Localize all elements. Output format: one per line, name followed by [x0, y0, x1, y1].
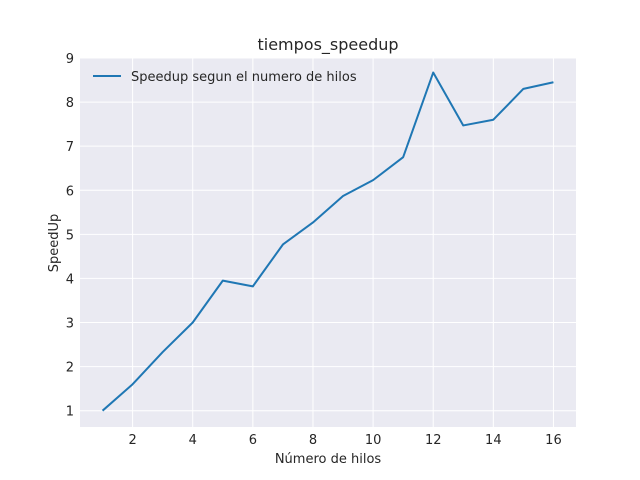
- x-axis-label: Número de hilos: [275, 452, 382, 467]
- y-tick-label: 2: [66, 361, 74, 376]
- x-tick-label: 12: [425, 433, 442, 448]
- grid: [80, 57, 576, 427]
- y-tick-label: 6: [66, 184, 74, 199]
- x-tick-label: 14: [485, 433, 502, 448]
- y-axis-label: SpeedUp: [47, 214, 62, 273]
- x-tick-label: 2: [128, 433, 136, 448]
- y-tick-label: 1: [66, 405, 74, 420]
- y-tick-label: 9: [66, 52, 74, 67]
- legend-label: Speedup segun el numero de hilos: [131, 70, 357, 85]
- x-tick-label: 4: [189, 433, 197, 448]
- y-tick-label: 5: [66, 228, 74, 243]
- y-tick-label: 7: [66, 140, 74, 155]
- x-tick-label: 10: [365, 433, 382, 448]
- x-tick-label: 16: [545, 433, 562, 448]
- y-tick-label: 4: [66, 272, 74, 287]
- y-tick-label: 3: [66, 317, 74, 332]
- x-tick-label: 6: [249, 433, 257, 448]
- series-line: [101, 71, 554, 412]
- y-tick-label: 8: [66, 96, 74, 111]
- plot-area: [80, 58, 576, 427]
- series-layer: [101, 71, 554, 412]
- chart-title: tiempos_speedup: [257, 35, 398, 55]
- x-tick-label: 8: [309, 433, 317, 448]
- legend: Speedup segun el numero de hilos: [93, 70, 357, 85]
